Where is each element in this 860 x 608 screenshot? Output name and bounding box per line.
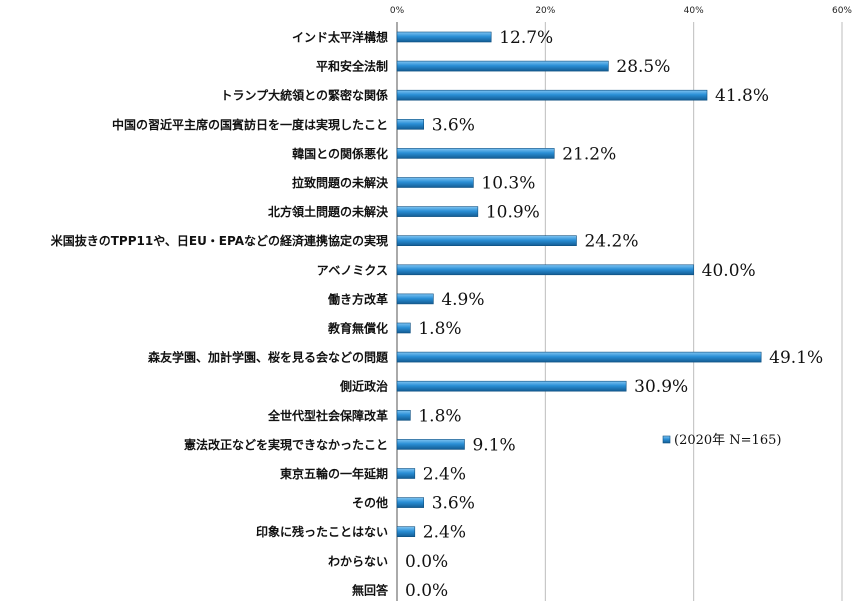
category-label: インド太平洋構想	[292, 30, 388, 45]
category-label: アベノミクス	[317, 263, 388, 277]
data-label: 4.9%	[441, 290, 484, 310]
category-label: 教育無償化	[327, 321, 388, 336]
data-label: 3.6%	[432, 115, 475, 135]
bar	[396, 60, 609, 72]
data-label: 40.0%	[702, 261, 756, 281]
bar	[396, 31, 492, 43]
category-label: 北方領土問題の未解決	[268, 204, 389, 219]
category-label: 中国の習近平主席の国賓訪日を一度は実現したこと	[112, 117, 388, 132]
category-label: 側近政治	[339, 379, 388, 394]
data-labels: 12.7% 28.5% 41.8% 3.6% 21.2% 10.3% 10.9% 24.2% 4…	[405, 28, 823, 601]
x-tick-label: 20%	[535, 6, 555, 16]
bar	[396, 439, 465, 450]
data-label: 0.0%	[405, 581, 448, 601]
data-label: 1.8%	[418, 319, 461, 339]
bar	[396, 148, 555, 159]
bar	[396, 380, 627, 392]
data-label: 41.8%	[715, 86, 769, 106]
data-label: 2.4%	[423, 465, 466, 485]
bar	[396, 409, 411, 421]
category-label: 拉致問題の未解決	[292, 175, 389, 190]
bar	[396, 177, 474, 188]
legend-label: (2020年 N=165)	[674, 433, 781, 448]
category-label: わからない	[328, 554, 388, 568]
data-label: 10.9%	[486, 203, 540, 223]
category-label: 米国抜きのTPP11や、日EU・EPAなどの経済連携協定の実現	[51, 233, 388, 248]
x-tick-label: 40%	[684, 6, 704, 16]
data-label: 12.7%	[499, 28, 553, 48]
bar	[396, 206, 479, 217]
bar	[396, 89, 708, 101]
gridlines	[396, 22, 843, 601]
category-label: 平和安全法制	[316, 59, 388, 74]
data-label: 2.4%	[423, 523, 466, 543]
data-label: 10.3%	[481, 174, 535, 194]
category-labels: インド太平洋構想平和安全法制トランプ大統領との緊密な関係中国の習近平主席の国賓訪…	[51, 30, 389, 598]
data-label: 30.9%	[634, 377, 688, 397]
category-label: 印象に残ったことはない	[256, 524, 388, 539]
x-tick-label: 60%	[832, 6, 852, 16]
data-label: 49.1%	[769, 348, 823, 368]
x-axis-ticks: 0% 20% 40% 60%	[390, 6, 853, 16]
bars	[396, 31, 762, 538]
bar	[396, 497, 425, 508]
x-tick-label: 0%	[390, 6, 405, 16]
data-label: 9.1%	[472, 435, 515, 455]
bar	[396, 119, 425, 130]
bar	[396, 235, 577, 246]
bar	[396, 322, 411, 334]
category-label: 憲法改正などを実現できなかったこと	[183, 437, 388, 452]
category-label: 働き方改革	[327, 291, 388, 306]
category-label: 東京五輪の一年延期	[280, 466, 388, 481]
category-label: その他	[352, 495, 388, 510]
category-label: トランプ大統領との緊密な関係	[220, 88, 388, 103]
legend-swatch	[662, 435, 671, 444]
data-label: 21.2%	[562, 144, 616, 164]
data-label: 28.5%	[616, 57, 670, 77]
category-label: 森友学園、加計学園、桜を見る会などの問題	[148, 350, 389, 365]
bar	[396, 293, 434, 305]
data-label: 24.2%	[584, 232, 638, 252]
bar	[396, 526, 416, 538]
category-label: 全世代型社会保障改革	[267, 408, 388, 423]
bar	[396, 351, 762, 363]
category-label: 韓国との関係悪化	[292, 146, 388, 161]
bar	[396, 264, 694, 276]
data-label: 3.6%	[432, 494, 475, 514]
data-label: 1.8%	[418, 406, 461, 426]
legend: (2020年 N=165)	[662, 433, 781, 448]
category-label: 無回答	[352, 582, 389, 597]
data-label: 0.0%	[405, 552, 448, 572]
bar	[396, 468, 416, 479]
